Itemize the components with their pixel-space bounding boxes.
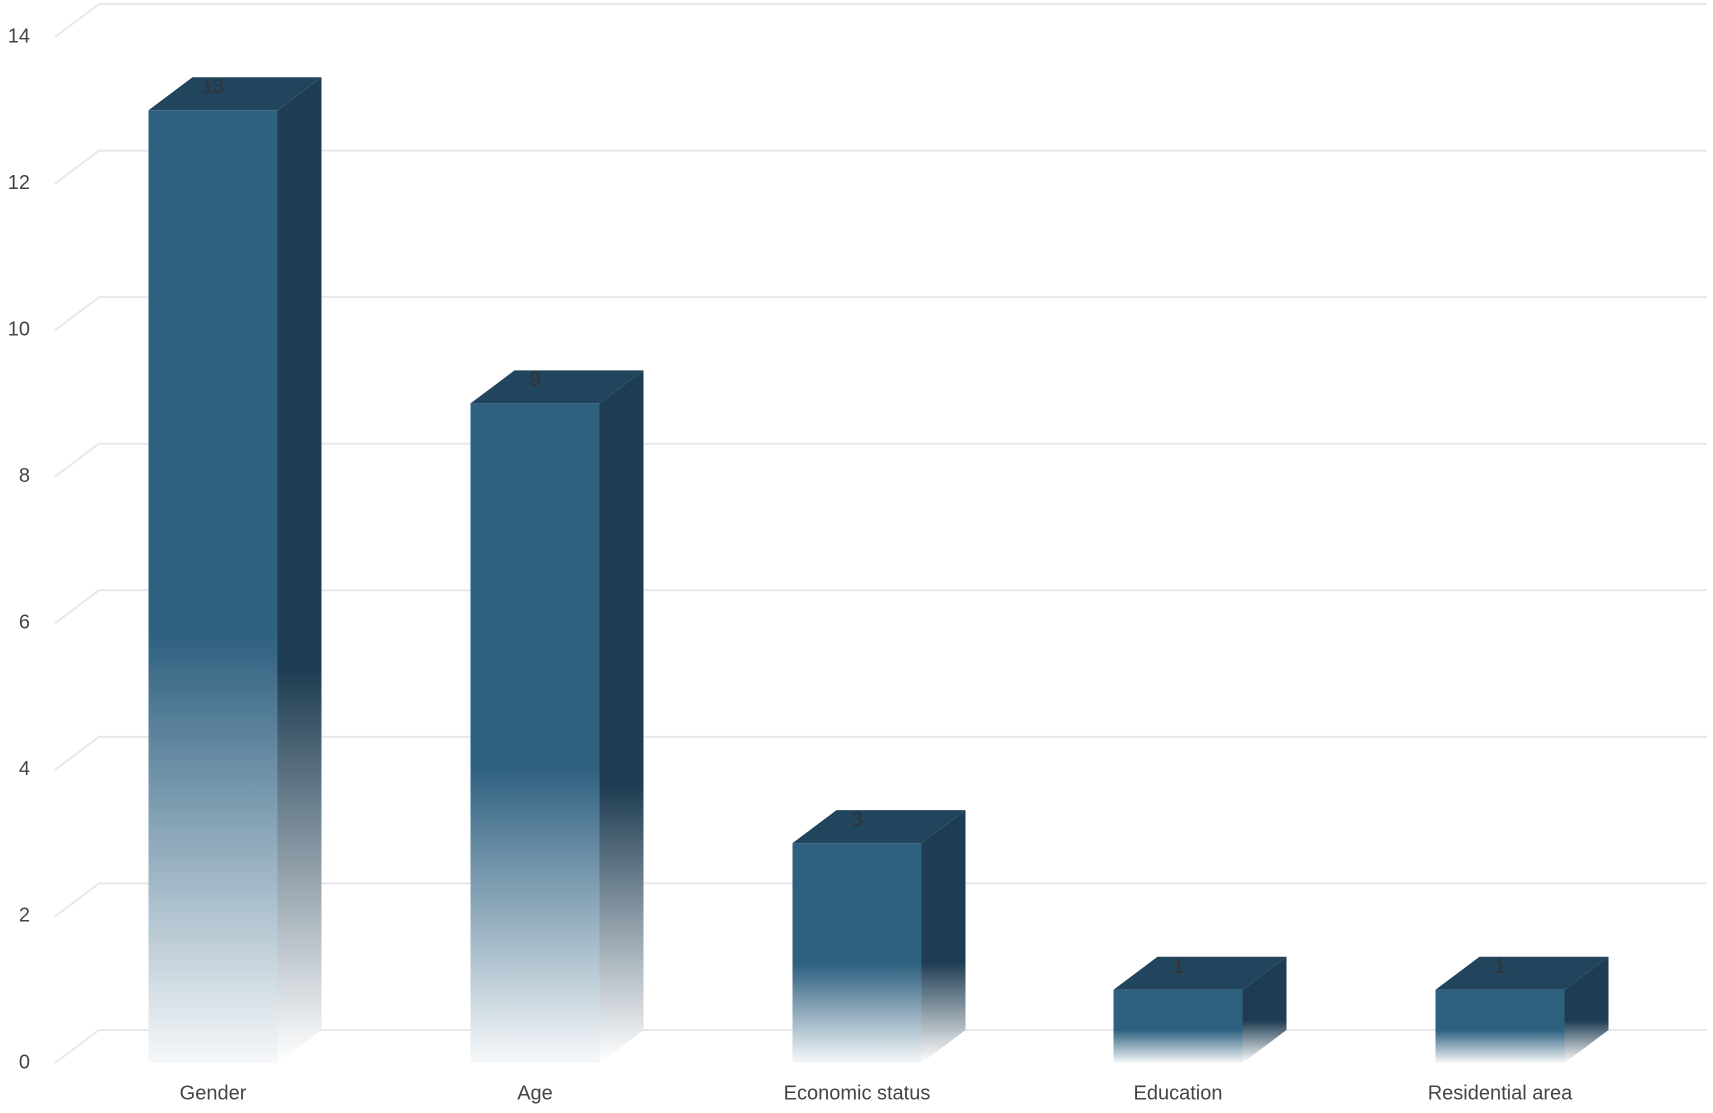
bar xyxy=(470,403,600,1063)
grid-line xyxy=(54,882,1707,918)
bar-top xyxy=(148,77,322,111)
data-label: 13 xyxy=(202,76,224,98)
grid-line xyxy=(54,149,1707,185)
bar-top xyxy=(1113,956,1287,990)
y-tick-label: 12 xyxy=(8,172,30,194)
grid-line xyxy=(54,3,1707,38)
y-tick-label: 6 xyxy=(19,612,30,634)
grid-line xyxy=(54,589,1707,625)
grid-line xyxy=(54,735,1707,771)
bar xyxy=(1113,989,1243,1063)
bar-side xyxy=(1242,956,1287,1063)
data-label: 3 xyxy=(851,809,862,831)
x-tick-label: Economic status xyxy=(784,1082,931,1104)
data-label: 1 xyxy=(1494,955,1505,977)
bar xyxy=(148,110,278,1064)
y-tick-label: 10 xyxy=(8,318,30,340)
data-label: 9 xyxy=(529,369,540,391)
grid-line xyxy=(54,442,1707,478)
bar-side xyxy=(599,370,644,1063)
bar-side xyxy=(277,77,322,1064)
y-tick-label: 4 xyxy=(19,758,30,780)
y-tick-label: 0 xyxy=(19,1051,30,1073)
bar-side xyxy=(1564,956,1609,1063)
bar-top xyxy=(792,810,966,844)
y-tick-label: 2 xyxy=(19,905,30,927)
bar xyxy=(1435,989,1565,1063)
data-label: 1 xyxy=(1172,955,1183,977)
bar-top xyxy=(470,370,644,404)
bar-side xyxy=(921,810,966,1063)
x-tick-label: Gender xyxy=(180,1082,247,1104)
bar-top xyxy=(1435,956,1609,990)
grid-line xyxy=(54,296,1707,331)
x-tick-label: Age xyxy=(517,1082,553,1104)
x-tick-label: Education xyxy=(1134,1082,1223,1104)
x-tick-label: Residential area xyxy=(1428,1082,1573,1104)
bar xyxy=(792,843,922,1063)
y-tick-label: 8 xyxy=(19,465,30,487)
y-tick-label: 14 xyxy=(8,25,30,47)
